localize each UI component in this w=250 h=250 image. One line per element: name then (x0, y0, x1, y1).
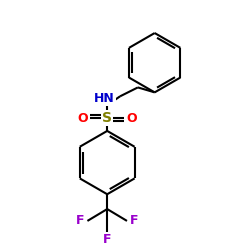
Text: O: O (77, 112, 88, 124)
Text: F: F (130, 214, 138, 228)
Text: O: O (126, 112, 137, 124)
Text: S: S (102, 111, 112, 125)
Text: F: F (76, 214, 85, 228)
Text: F: F (103, 233, 112, 246)
Text: HN: HN (94, 92, 114, 105)
